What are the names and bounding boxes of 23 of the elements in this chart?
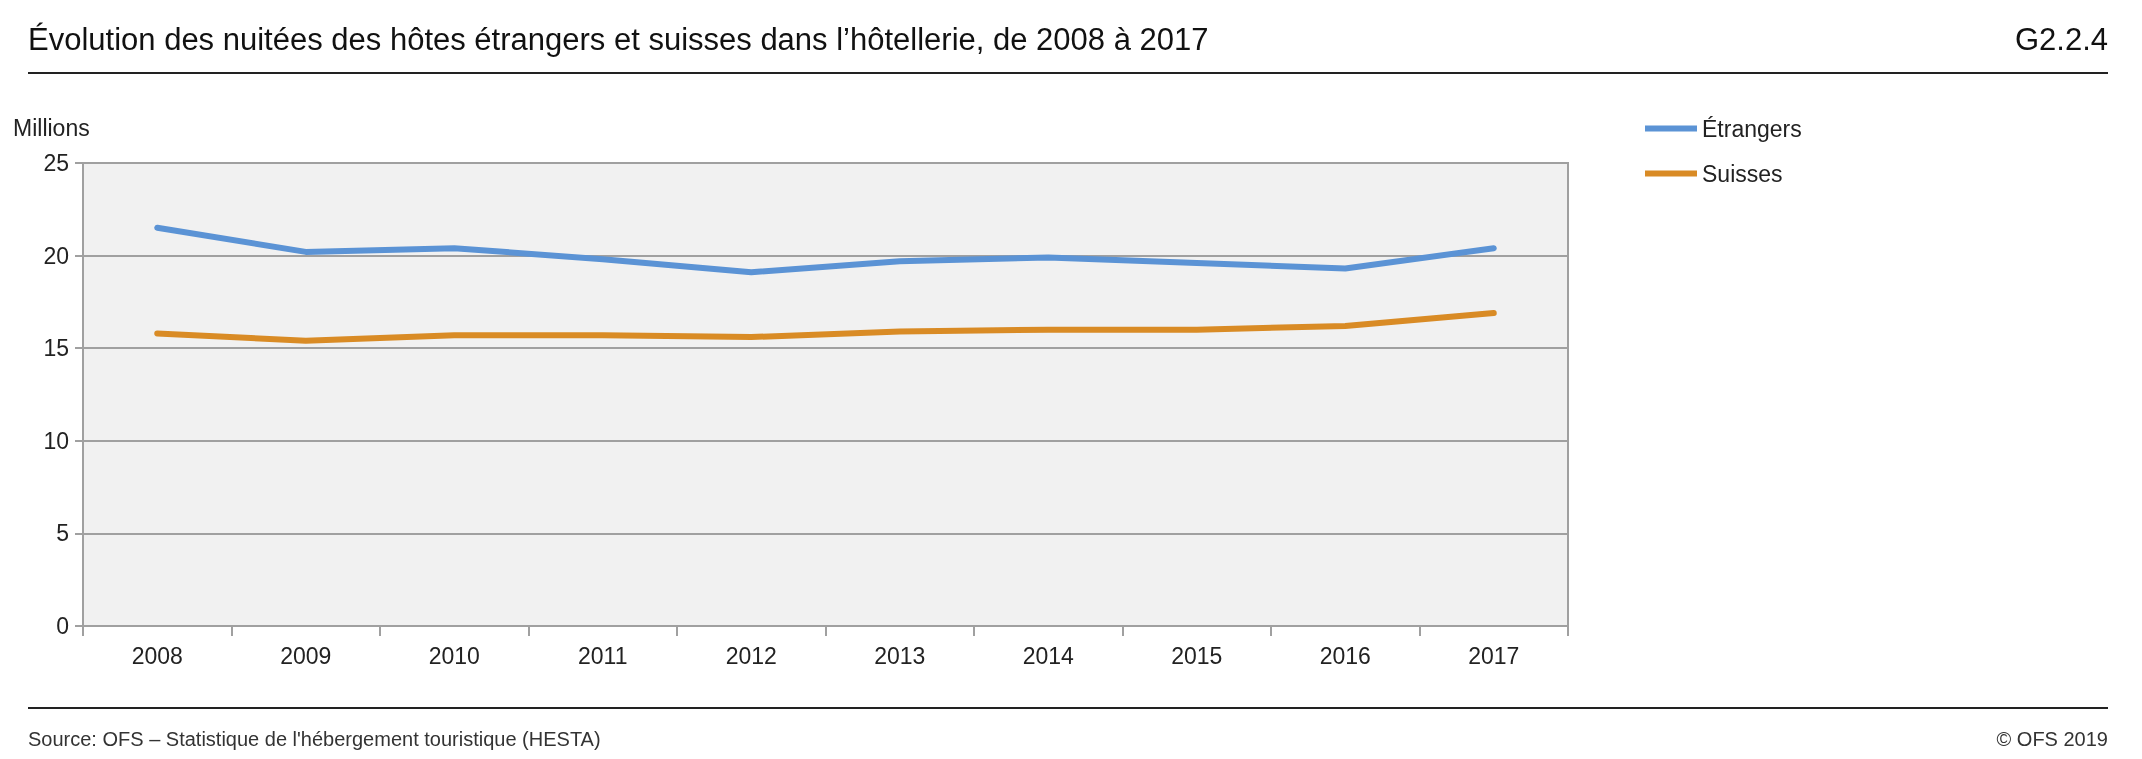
text: G2.2.4 (2014, 22, 2108, 58)
x-tick-label: 2012 (725, 642, 777, 669)
x-tick-label: 2013 (874, 642, 926, 669)
x-tick-label: 2010 (428, 642, 480, 669)
y-tick-label: 15 (43, 335, 69, 362)
x-tick-label: 2015 (1171, 642, 1223, 669)
legend-label: Suisses (1702, 160, 1783, 187)
x-tick-label: 2014 (1022, 642, 1075, 669)
text: © OFS 2019 (1996, 728, 2108, 751)
source-note: Source: OFS – Statistique de l'hébergement touristique (HESTA) (28, 728, 601, 751)
y-tick-label: 0 (56, 613, 69, 639)
y-tick-label: 20 (43, 242, 69, 269)
legend-label: Étrangers (1702, 115, 1802, 142)
x-tick-label: 2011 (578, 642, 628, 669)
y-tick-label: 5 (56, 520, 69, 547)
x-tick-label: 2008 (131, 642, 183, 669)
y-tick-label: 25 (43, 150, 69, 176)
y-axis-title: Millions (13, 114, 90, 141)
x-tick-label: 2017 (1468, 642, 1520, 669)
y-tick-label: 10 (43, 427, 69, 454)
chart-title: Évolution des nuitées des hôtes étrangers et suisses dans l’hôtellerie, de 2008 à 2017 (28, 22, 1209, 58)
x-tick-label: 2016 (1319, 642, 1371, 669)
x-tick-label: 2009 (280, 642, 332, 669)
